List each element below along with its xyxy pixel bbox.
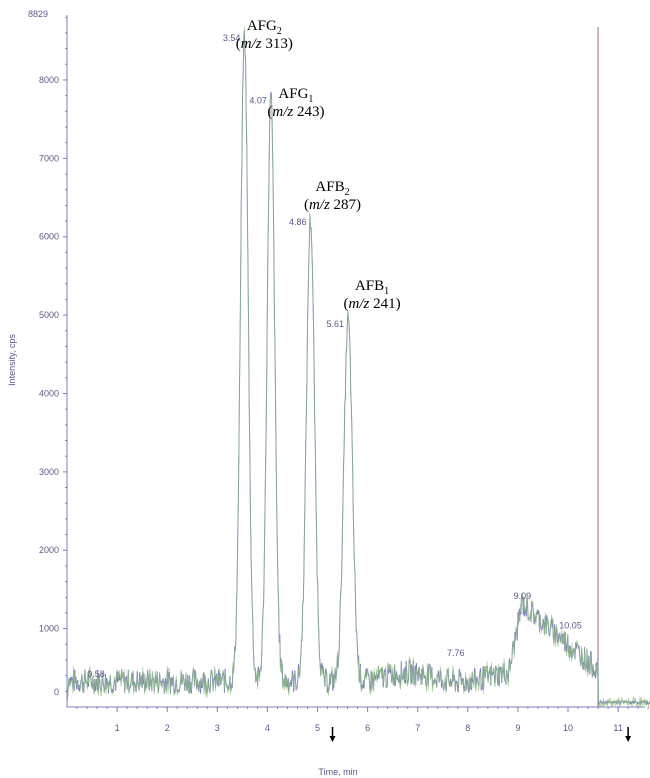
retention-time-labels: 3.54 4.07 4.86 5.61 [223,33,344,329]
chromatogram-trace-secondary [66,26,650,708]
x-axis-title: Time, min [318,767,357,777]
baseline-label: 0.58 [87,669,105,679]
baseline-labels: 0.58 7.76 9.09 10.05 [87,591,581,679]
down-arrow-head-icon [625,736,632,742]
y-ticks: 1000 2000 3000 4000 5000 6000 7000 8000 [39,16,67,692]
x-tick-label: 4 [265,723,270,733]
peak-rt-label: 4.07 [249,96,267,106]
baseline-label: 7.76 [447,648,465,658]
y-tick-label: 3000 [39,467,59,477]
chromatogram-trace [66,30,650,706]
time-arrows [329,727,632,742]
x-tick-label: 8 [465,723,470,733]
y-zero-label: 0 [54,687,59,697]
x-tick-label: 3 [215,723,220,733]
x-tick-label: 1 [115,723,120,733]
compound-name: AFB2 [315,179,349,198]
y-max-label: 8829 [28,9,48,19]
y-tick-label: 4000 [39,388,59,398]
compound-mz: (m/z 243) [267,104,324,120]
axes [66,15,645,708]
y-tick-label: 6000 [39,232,59,242]
peak-rt-label: 3.54 [223,33,241,43]
x-tick-label: 10 [563,723,573,733]
compound-mz: (m/z 313) [236,36,293,52]
baseline-label: 10.05 [559,621,582,631]
x-tick-label: 6 [365,723,370,733]
compound-mz: (m/z 287) [304,197,361,213]
y-tick-label: 5000 [39,310,59,320]
compound-mz: (m/z 241) [344,296,401,312]
baseline-label: 9.09 [514,591,532,601]
y-tick-label: 2000 [39,545,59,555]
x-tick-label: 9 [515,723,520,733]
x-tick-label: 7 [415,723,420,733]
x-tick-label: 11 [613,723,622,733]
peak-rt-label: 5.61 [327,319,345,329]
x-tick-label: 2 [165,723,170,733]
compound-name: AFG2 [247,18,282,37]
y-tick-label: 1000 [39,624,59,634]
compound-name: AFG1 [278,86,313,105]
y-axis-title: Intensity, cps [7,334,17,386]
y-tick-label: 7000 [39,153,59,163]
x-ticks: 1 2 3 4 5 6 7 8 9 10 11 [76,707,649,733]
x-tick-label: 5 [315,723,320,733]
peak-rt-label: 4.86 [289,217,307,227]
down-arrow-head-icon [329,736,336,742]
compound-labels: AFG2(m/z 313) AFG1(m/z 243) AFB2(m/z 287) A… [236,18,401,312]
y-tick-label: 8000 [39,75,59,85]
compound-name: AFB1 [355,278,389,297]
